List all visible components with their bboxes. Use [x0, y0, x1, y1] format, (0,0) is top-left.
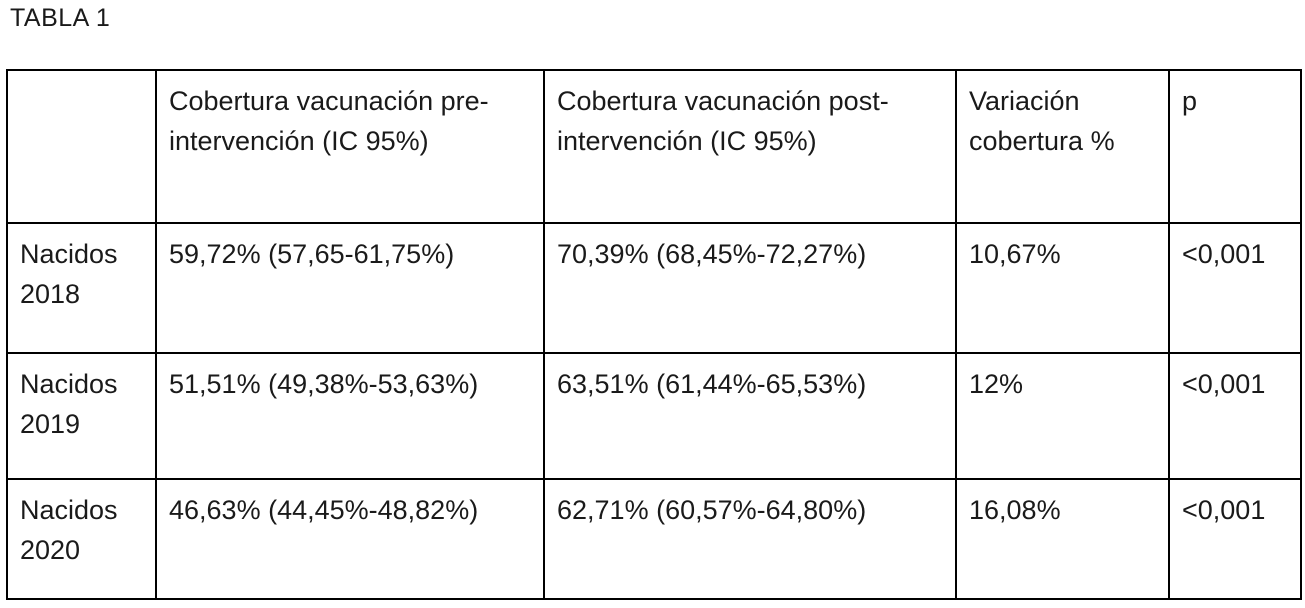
header-pre-intervention: Cobertura vacunación pre-intervención (I… [155, 69, 545, 224]
post-coverage-2020: 62,71% (60,57%-64,80%) [543, 478, 957, 600]
coverage-table: Cobertura vacunación pre-intervención (I… [6, 69, 1302, 600]
row-label-2018: Nacidos 2018 [6, 222, 157, 354]
variation-2020: 16,08% [955, 478, 1170, 600]
post-coverage-2018: 70,39% (68,45%-72,27%) [543, 222, 957, 354]
header-empty-cell [6, 69, 157, 224]
table-header-row: Cobertura vacunación pre-intervención (I… [6, 69, 1302, 224]
row-label-2020: Nacidos 2020 [6, 478, 157, 600]
variation-2019: 12% [955, 352, 1170, 480]
pre-coverage-2019: 51,51% (49,38%-53,63%) [155, 352, 545, 480]
pre-coverage-2018: 59,72% (57,65-61,75%) [155, 222, 545, 354]
p-value-2019: <0,001 [1168, 352, 1302, 480]
post-coverage-2019: 63,51% (61,44%-65,53%) [543, 352, 957, 480]
variation-2018: 10,67% [955, 222, 1170, 354]
table-row-nacidos-2019: Nacidos 2019 51,51% (49,38%-53,63%) 63,5… [6, 352, 1302, 480]
header-post-intervention: Cobertura vacunación post-intervención (… [543, 69, 957, 224]
p-value-2018: <0,001 [1168, 222, 1302, 354]
header-coverage-variation: Variación cobertura % [955, 69, 1170, 224]
pre-coverage-2020: 46,63% (44,45%-48,82%) [155, 478, 545, 600]
header-p-value: p [1168, 69, 1302, 224]
row-label-2019: Nacidos 2019 [6, 352, 157, 480]
table-row-nacidos-2020: Nacidos 2020 46,63% (44,45%-48,82%) 62,7… [6, 478, 1302, 600]
table-title: TABLA 1 [10, 4, 111, 32]
p-value-2020: <0,001 [1168, 478, 1302, 600]
table-row-nacidos-2018: Nacidos 2018 59,72% (57,65-61,75%) 70,39… [6, 222, 1302, 354]
